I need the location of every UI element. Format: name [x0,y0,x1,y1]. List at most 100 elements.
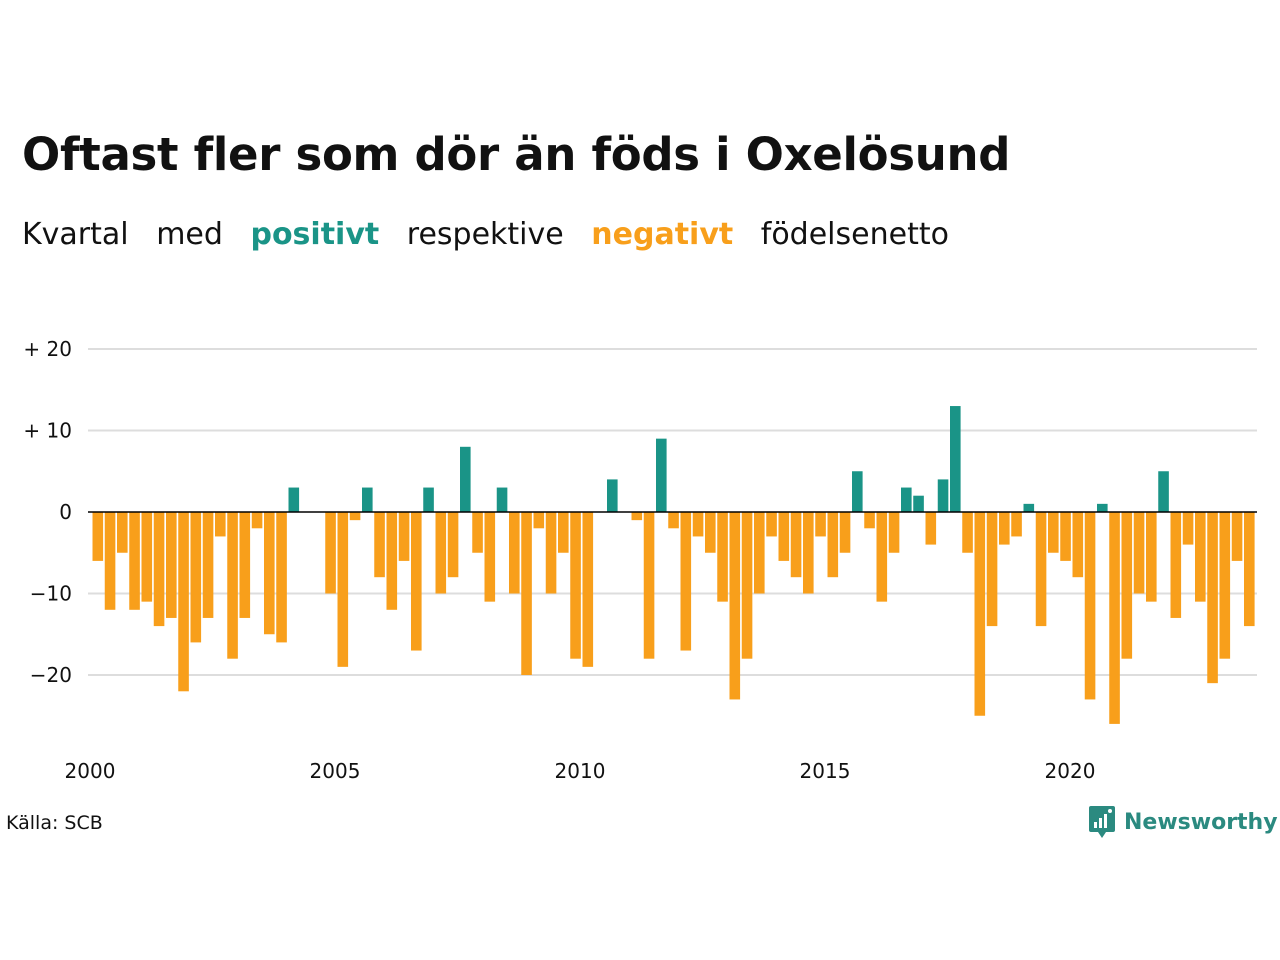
bar-negative [741,512,753,659]
bar-negative [582,512,594,667]
bar-negative [1219,512,1231,659]
y-tick-label: + 10 [23,419,72,443]
subtitle-part-respektive: respektive [406,217,564,252]
bar-negative [1182,512,1194,545]
bar-negative [680,512,692,651]
bar-positive [937,479,949,512]
newsworthy-logo: Newsworthy [1088,804,1278,840]
bar-negative [153,512,165,627]
bar-negative [570,512,581,659]
bar-negative [447,512,459,578]
bar-negative [1231,512,1243,561]
bar-negative [472,512,483,553]
bar-negative [92,512,104,561]
y-tick-label: −10 [30,582,72,606]
subtitle-negative-label: negativt [591,217,734,252]
chart-subtitle: Kvartal med positivt respektive negativt… [22,217,967,252]
bar-negative [1146,512,1157,602]
bar-negative [778,512,790,561]
bar-negative [1048,512,1059,553]
bar-positive [656,438,667,512]
x-axis-tick-labels: 2000 2005 2010 2015 2020 [65,759,1096,783]
subtitle-positive-label: positivt [250,217,380,252]
bar-negative [509,512,520,594]
bar-negative [398,512,410,561]
bar-negative [533,512,545,529]
bar-negative [521,512,532,675]
y-tick-label: −20 [30,663,72,687]
bar-negative [839,512,851,553]
bar-negative [325,512,336,594]
bar-positive [950,406,961,512]
bar-negative [692,512,704,537]
bar-negative [264,512,275,635]
subtitle-part-fodelsenetto: födelsenetto [760,217,949,252]
bar-negative [1060,512,1071,561]
bar-negative [864,512,875,529]
y-axis-tick-labels: + 20 + 10 0 −10 −20 [23,337,72,687]
subtitle-part-med: med [156,217,223,252]
bar-negative [803,512,814,594]
bar-negative [239,512,251,618]
bar-positive [362,487,373,512]
bar-negative [668,512,679,529]
x-tick-label: 2010 [555,759,606,783]
bar-negative [141,512,153,602]
bar-negative [1207,512,1218,684]
bar-negative [558,512,569,553]
bar-negative [1011,512,1022,537]
bar-negative [117,512,128,553]
bar-negative [717,512,728,602]
bar-negative [888,512,900,553]
bar-negative [1121,512,1133,659]
bar-negative [986,512,998,627]
newsworthy-brand-name: Newsworthy [1124,809,1278,835]
bar-negative [643,512,655,659]
bar-negative [545,512,557,594]
bar-negative [484,512,496,602]
bar-negative [227,512,238,659]
bar-negative [104,512,116,610]
subtitle-part-kvartal: Kvartal [22,217,129,252]
bar-positive [901,487,912,512]
bar-negative [631,512,643,521]
bar-negative [925,512,937,545]
bar-negative [827,512,839,578]
bar-negative [349,512,361,521]
bar-negative [974,512,986,716]
bar-negative [337,512,349,667]
bar-negative [876,512,888,602]
bar-negative [1244,512,1255,627]
bar-negative [202,512,214,618]
bar-negative [276,512,287,643]
bar-positive [607,479,618,512]
bar-negative [790,512,802,578]
bar-negative [1035,512,1047,627]
bar-negative [754,512,765,594]
bar-negative [435,512,447,594]
bar-negative [129,512,140,610]
source-note: Källa: SCB [6,812,103,834]
x-tick-label: 2020 [1045,759,1096,783]
bar-positive [852,471,863,512]
bar-negative [815,512,826,537]
bar-positive [496,487,508,512]
bar-negative [729,512,741,700]
x-tick-label: 2015 [800,759,851,783]
bar-negative [1133,512,1145,594]
bar-positive [423,487,434,512]
bar-negative [1072,512,1084,578]
bar-negative [178,512,189,692]
bar-negative [374,512,385,578]
x-tick-label: 2000 [65,759,116,783]
y-tick-label: + 20 [23,337,72,361]
bar-positive [288,487,300,512]
newsworthy-logo-icon [1089,806,1115,838]
bar-negative [766,512,777,537]
bar-negative [251,512,263,529]
bars [92,406,1255,724]
bar-positive [1097,503,1108,512]
bar-negative [190,512,202,643]
bar-negative [705,512,716,553]
bar-negative [1195,512,1206,602]
